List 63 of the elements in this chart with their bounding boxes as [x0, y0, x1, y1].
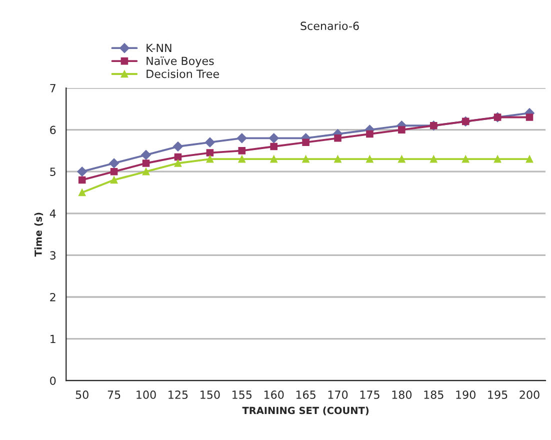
- point: [366, 155, 374, 163]
- x-tick-label: 185: [424, 390, 444, 399]
- point: [78, 188, 86, 196]
- x-tick-label: 195: [488, 390, 508, 399]
- x-tick-label: 170: [328, 390, 348, 399]
- x-tick-label: 190: [456, 390, 476, 399]
- x-tick-label: 125: [168, 390, 188, 399]
- point: [334, 134, 342, 142]
- point: [78, 176, 86, 184]
- point: [142, 168, 150, 176]
- point: [462, 155, 470, 163]
- point: [268, 133, 279, 144]
- point: [398, 126, 406, 134]
- legend-label: Decision Tree: [146, 69, 219, 78]
- point: [526, 114, 534, 121]
- point: [526, 155, 534, 163]
- point: [204, 137, 215, 148]
- chart-title: Scenario-6: [300, 21, 359, 30]
- y-axis-title: Time (s): [34, 212, 44, 257]
- point: [238, 147, 246, 154]
- y-tick-label: 1: [50, 334, 56, 344]
- point: [141, 150, 151, 160]
- point: [206, 149, 214, 156]
- y-tick-label: 2: [50, 292, 56, 302]
- x-tick-label: 200: [520, 390, 540, 399]
- point: [110, 168, 118, 176]
- x-tick-label: 150: [200, 390, 220, 399]
- point: [174, 153, 182, 161]
- x-tick-label: 75: [108, 390, 120, 399]
- point: [238, 155, 246, 163]
- point: [142, 160, 150, 167]
- point: [302, 155, 310, 163]
- y-tick-label: 4: [50, 210, 56, 218]
- x-tick-label: 175: [360, 390, 380, 399]
- x-tick-label: 165: [296, 390, 316, 399]
- x-tick-label: 160: [264, 390, 284, 399]
- point: [110, 176, 118, 184]
- y-tick-label: 0: [50, 376, 56, 385]
- point: [270, 142, 278, 150]
- point: [173, 142, 183, 152]
- y-tick-label: 6: [50, 126, 56, 134]
- y-tick-label: 3: [50, 251, 56, 260]
- point: [494, 155, 502, 163]
- x-tick-label: 50: [76, 390, 88, 399]
- point: [206, 155, 214, 163]
- point: [77, 166, 88, 177]
- point: [270, 155, 278, 163]
- legend-label: K-NN: [146, 44, 172, 52]
- point: [302, 138, 310, 146]
- point: [334, 155, 342, 163]
- point: [430, 155, 438, 163]
- point: [174, 160, 182, 167]
- point: [236, 133, 247, 144]
- point: [398, 155, 406, 163]
- y-tick-label: 5: [50, 168, 56, 176]
- x-tick-label: 155: [232, 390, 252, 399]
- x-axis-title: TRAINING SET (COUNT): [242, 406, 369, 416]
- x-tick-label: 100: [136, 390, 156, 399]
- legend-label: Naïve Boyes: [146, 56, 214, 68]
- y-tick-label: 7: [50, 84, 56, 92]
- point: [366, 130, 374, 138]
- point: [109, 158, 119, 168]
- x-tick-label: 180: [392, 390, 412, 399]
